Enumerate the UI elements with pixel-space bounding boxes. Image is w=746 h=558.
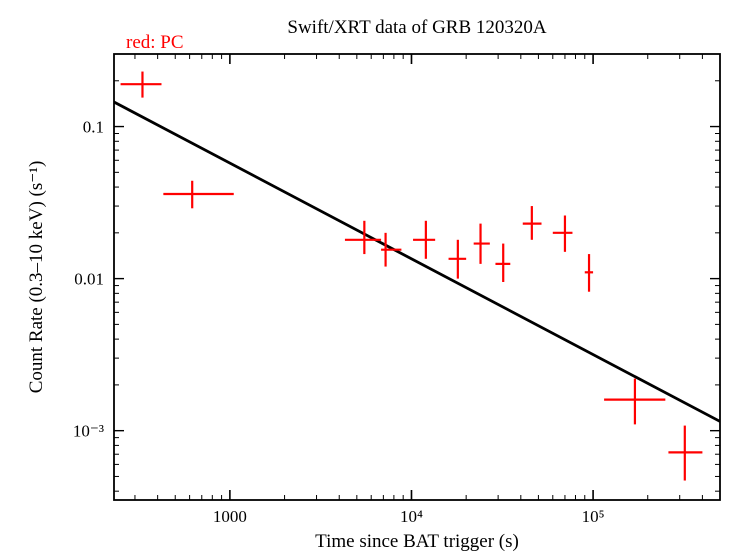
x-tick-label: 10⁵ [582, 507, 605, 526]
y-tick-label: 10⁻³ [73, 422, 104, 441]
chart-svg: Swift/XRT data of GRB 120320A red: PC 1000… [0, 0, 746, 558]
x-axis-label: Time since BAT trigger (s) [315, 531, 519, 552]
y-axis-label: Count Rate (0.3–10 keV) (s⁻¹) [26, 161, 47, 394]
x-tick-label: 10⁴ [400, 507, 423, 526]
x-tick-label: 1000 [213, 507, 247, 526]
legend-text: red: PC [126, 32, 184, 53]
y-tick-label: 0.01 [74, 270, 104, 289]
chart-background [0, 0, 746, 558]
chart-container: Swift/XRT data of GRB 120320A red: PC 1000… [0, 0, 746, 558]
chart-title: Swift/XRT data of GRB 120320A [287, 17, 547, 38]
y-tick-label: 0.1 [83, 118, 104, 137]
